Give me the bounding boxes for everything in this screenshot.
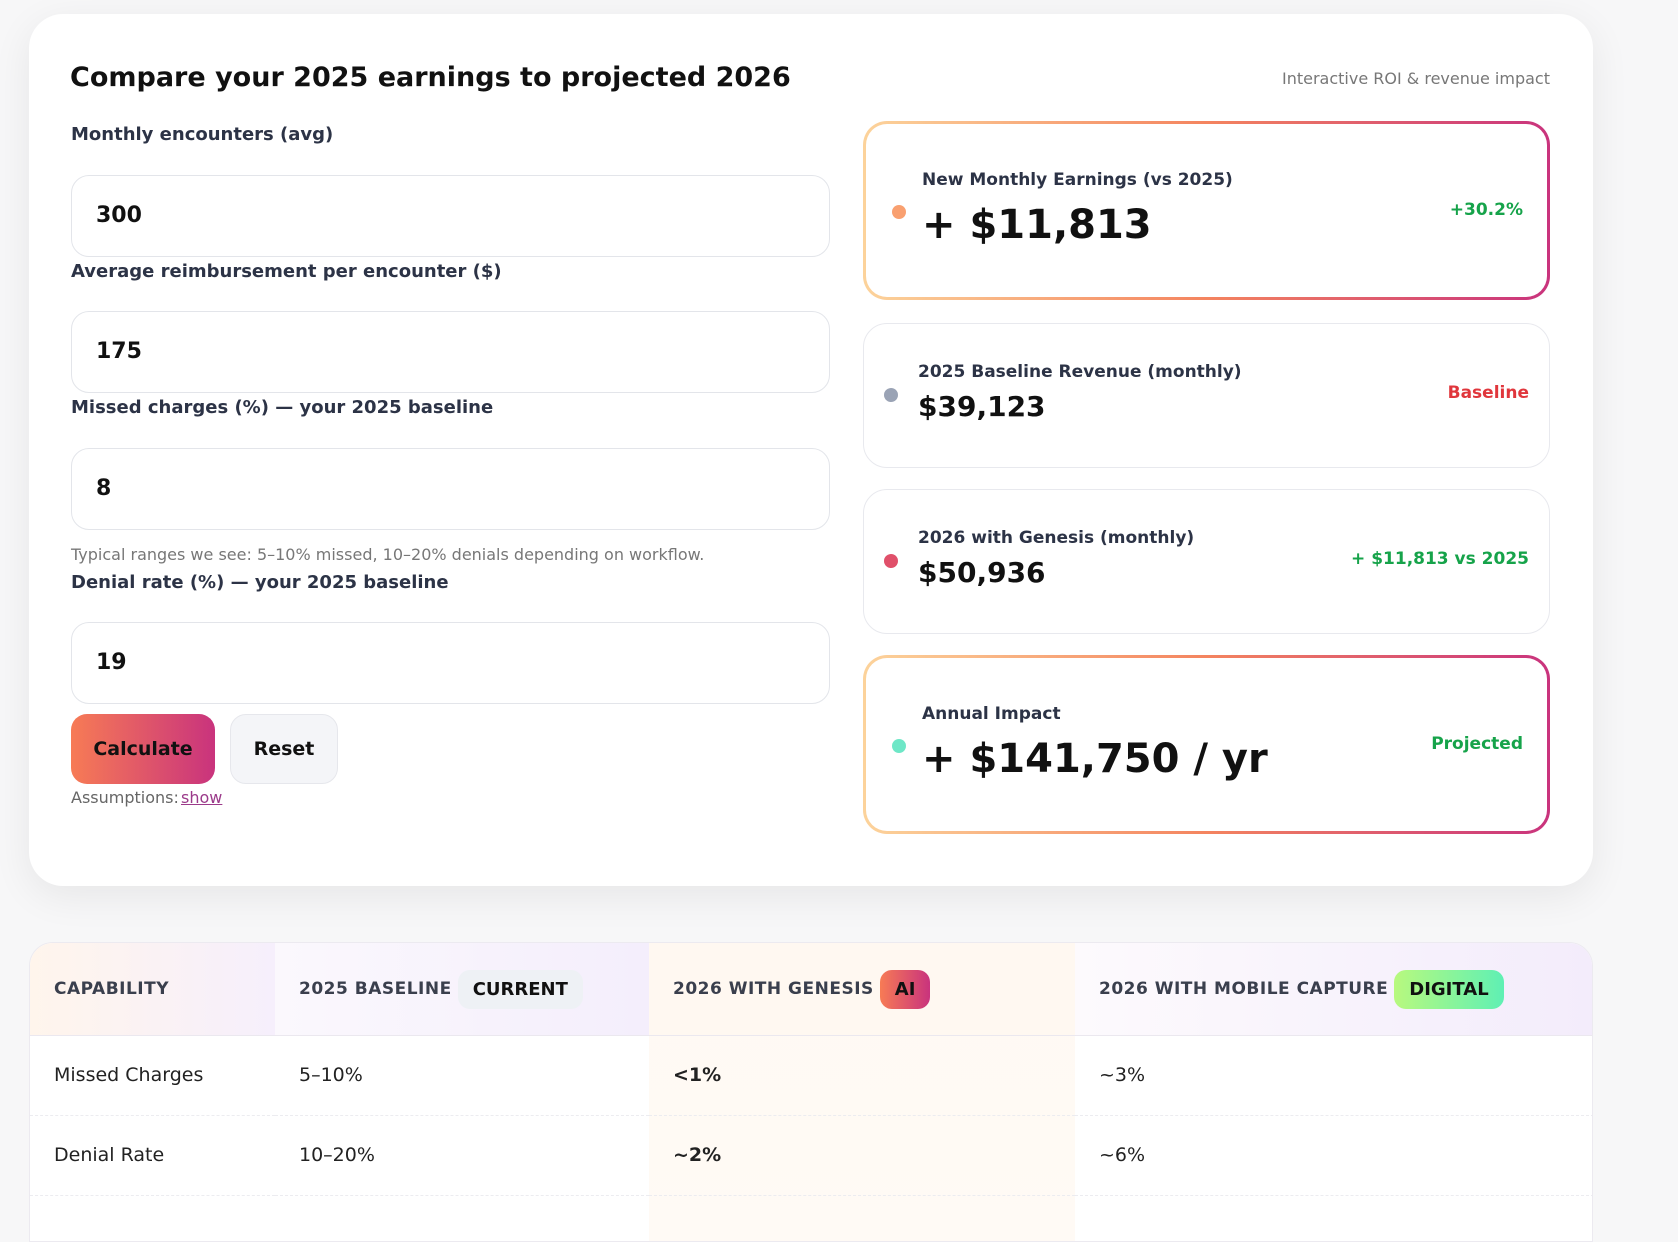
input[interactable]: 175 (71, 311, 830, 393)
input[interactable]: 8 (71, 448, 830, 530)
result-value: + $141,750 / yr (922, 736, 1268, 782)
status-dot (884, 387, 898, 402)
field-label: Monthly encounters (avg) (71, 124, 334, 145)
result-badge: Baseline (1447, 382, 1529, 403)
assumptions-label: Assumptions: (71, 788, 179, 807)
comparison-table: CAPABILITY 2025 BASELINE CURRENT 2026 WITH … (29, 942, 1593, 1242)
table-cell: Denial Rate (30, 1116, 275, 1196)
field-label: Missed charges (%) — your 2025 baseline (71, 397, 494, 418)
calculate-button[interactable]: Calculate (71, 714, 215, 784)
table-cell: ~6% (1075, 1116, 1592, 1196)
result-badge: +30.2% (1449, 199, 1523, 220)
result-label: New Monthly Earnings (vs 2025) (922, 170, 1233, 190)
status-dot (884, 553, 898, 568)
header-cell: CAPABILITY (30, 943, 275, 1036)
input[interactable]: 19 (71, 622, 830, 704)
header-cell: 2025 BASELINE CURRENT (275, 943, 649, 1036)
result-label: 2026 with Genesis (monthly) (918, 528, 1195, 548)
hint: Typical ranges we see: 5–10% missed, 10–… (71, 545, 705, 564)
header-tag: AI (879, 969, 931, 1009)
result-value: $39,123 (918, 390, 1046, 423)
result-value: $50,936 (918, 556, 1046, 589)
table-cell: ~2% (649, 1116, 1075, 1196)
result-card: 2025 Baseline Revenue (monthly) $39,123 Ba… (863, 323, 1550, 468)
header-cell: 2026 WITH GENESIS AI (649, 943, 1075, 1036)
header-tag: DIGITAL (1394, 969, 1504, 1009)
result-value: + $11,813 (922, 202, 1152, 248)
header-label: CAPABILITY (54, 979, 170, 999)
subtitle: Interactive ROI & revenue impact (1281, 69, 1550, 88)
result-card: 2026 with Genesis (monthly) $50,936 + $11,… (863, 489, 1550, 634)
table-cell: <1% (649, 1036, 1075, 1116)
assumptions-link[interactable]: show (181, 788, 223, 807)
status-dot (892, 204, 906, 219)
header-label: 2026 WITH MOBILE CAPTURE (1099, 979, 1389, 999)
title: Compare your 2025 earnings to projected … (70, 62, 791, 93)
header-cell: 2026 WITH MOBILE CAPTURE DIGITAL (1075, 943, 1592, 1036)
field-label: Denial rate (%) — your 2025 baseline (71, 572, 449, 593)
status-dot (892, 738, 906, 753)
header-tag: CURRENT (457, 969, 583, 1009)
header-label: 2025 BASELINE (299, 979, 452, 999)
result-label: 2025 Baseline Revenue (monthly) (918, 362, 1242, 382)
table-cell: ~3% (1075, 1036, 1592, 1116)
reset-button[interactable]: Reset (230, 714, 338, 784)
table-cell: Missed Charges (30, 1036, 275, 1116)
table-cell: 5–10% (275, 1036, 649, 1116)
result-card: Annual Impact + $141,750 / yr Projected (863, 655, 1550, 834)
header-label: 2026 WITH GENESIS (673, 979, 874, 999)
result-label: Annual Impact (922, 704, 1061, 724)
field-label: Average reimbursement per encounter ($) (71, 261, 502, 282)
input[interactable]: 300 (71, 175, 830, 257)
result-badge: Projected (1431, 733, 1523, 754)
result-badge: + $11,813 vs 2025 (1351, 548, 1529, 569)
table-cell: 10–20% (275, 1116, 649, 1196)
result-card: New Monthly Earnings (vs 2025) + $11,813 +… (863, 121, 1550, 300)
